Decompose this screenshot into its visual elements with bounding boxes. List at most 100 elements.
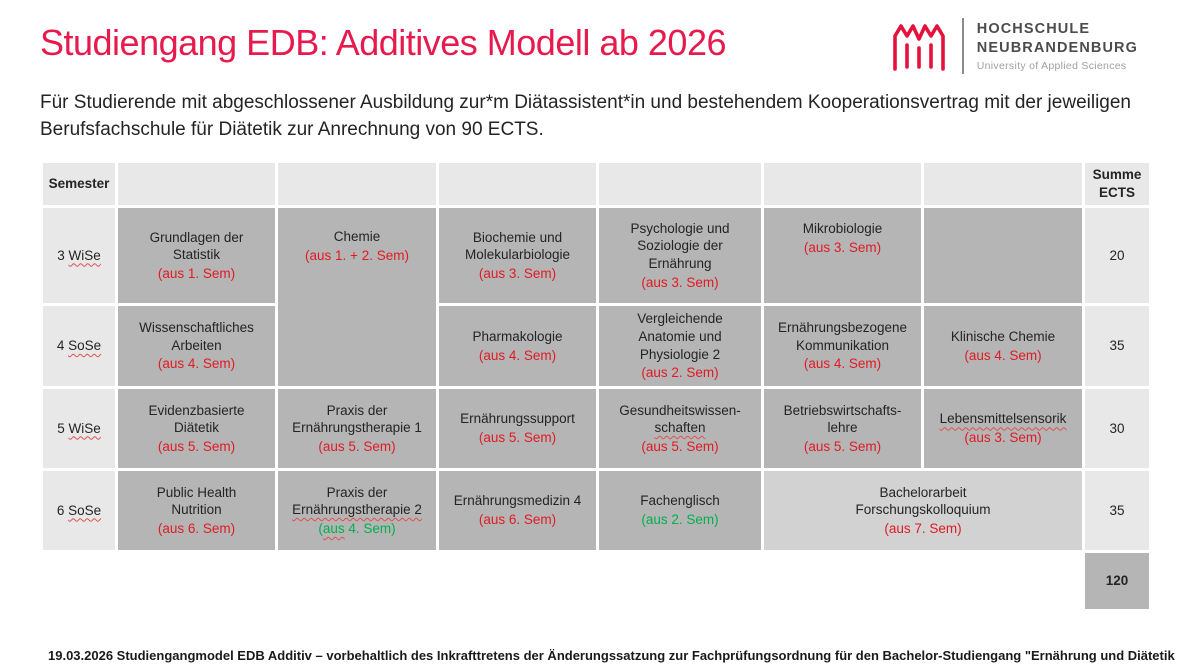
course-name-text: Physiologie 2 — [639, 346, 721, 362]
origin-note-text: (aus 6. Sem) — [478, 512, 557, 527]
subject-cell: Grundlagen der Statistik (aus 1. Sem) — [118, 208, 275, 303]
subject-cell: Lebensmittelsensorik (aus 3. Sem) — [924, 389, 1082, 468]
course-name-text: Psychologie und — [630, 220, 730, 236]
course-name-text: Mikrobiologie — [802, 221, 883, 236]
course-name-text: Vergleichende — [637, 311, 723, 327]
course-name-text: Ernährungssupport — [460, 411, 575, 427]
course-name-text: Klinische Chemie — [950, 328, 1056, 344]
subject-cell: Ernährungssupport (aus 5. Sem) — [439, 389, 596, 468]
course-name-text: Ernährungstherapie 1 — [292, 420, 422, 436]
header-empty-cell — [278, 163, 436, 205]
summe-ects-cell: 35 — [1085, 306, 1149, 386]
semester-row: 6 SoSe Public Health Nutrition (aus 6. Sem)… — [43, 471, 1149, 550]
subject-cell: Fachenglisch (aus 2. Sem) — [599, 471, 761, 550]
course-name-text: lehre — [827, 420, 858, 436]
course-origin-note: (aus 5. Sem) — [122, 438, 271, 456]
course-name-text: Diätetik — [173, 420, 219, 436]
semester-label: 6 — [56, 502, 69, 518]
subject-cell: Klinische Chemie (aus 4. Sem) — [924, 306, 1082, 386]
origin-note-text: (aus 5. Sem) — [641, 438, 719, 454]
subject-cell: Mikrobiologie (aus 3. Sem) — [764, 208, 921, 303]
course-origin-note: (aus 4. Sem) — [443, 347, 592, 365]
course-name-text: Grundlagen der — [149, 229, 244, 245]
course-name-line: Molekularbiologie — [443, 246, 592, 264]
course-origin-note: (aus 3. Sem) — [443, 265, 592, 283]
course-name-text: Forschungskolloquium — [855, 502, 991, 518]
course-name-line: Chemie — [282, 228, 432, 246]
course-name-line: Ernährungsmedizin 4 — [443, 492, 592, 510]
logo-name-line1: HOCHSCHULE — [976, 20, 1091, 37]
origin-note-text: (aus 1. + 2. Sem) — [305, 247, 409, 263]
subject-cell: Ernährungsbezogene Kommunikation (aus 4. S… — [764, 306, 921, 386]
course-name-text: Pharmakologie — [472, 328, 563, 344]
course-name-line: Klinische Chemie — [928, 328, 1078, 346]
summe-ects-cell: 35 — [1085, 471, 1149, 550]
course-origin-note: (aus 5. Sem) — [443, 429, 592, 447]
course-name-text: Evidenzbasierte — [148, 402, 245, 418]
course-name-text: Anatomie und — [638, 328, 722, 344]
origin-note-text: (aus 3. Sem) — [641, 274, 719, 290]
course-name-line: Anatomie und — [603, 328, 757, 346]
course-name-line: Gesundheitswissen- — [603, 402, 757, 420]
subject-cell: Bachelorarbeit Forschungskolloquium (aus 7… — [764, 471, 1082, 550]
header-empty-cell — [599, 163, 761, 205]
origin-note-text: (aus 7. Sem) — [884, 520, 962, 536]
header-empty-cell — [118, 163, 275, 205]
course-name-line: Praxis der — [282, 402, 432, 420]
total-row-spacer — [43, 553, 1082, 609]
semester-label: SoSe — [68, 502, 102, 518]
course-origin-note: (aus 4. Sem) — [122, 355, 271, 373]
slide-title: Studiengang EDB: Additives Modell ab 202… — [40, 22, 726, 63]
origin-note-text: (aus 5. Sem) — [478, 430, 557, 445]
subject-cell: Evidenzbasierte Diätetik (aus 5. Sem) — [118, 389, 275, 468]
empty-subject-cell — [924, 208, 1082, 303]
course-name-text: Ernährungsmedizin 4 — [453, 493, 582, 509]
course-origin-note: (aus 3. Sem) — [928, 429, 1078, 447]
course-origin-note: (aus 6. Sem) — [443, 511, 592, 529]
course-name-line: Ernährungstherapie 1 — [282, 419, 432, 437]
course-origin-note: (aus 2. Sem) — [603, 364, 757, 382]
logo-subtitle: University of Applied Sciences — [976, 60, 1127, 73]
origin-note-text: 4. Sem) — [344, 520, 396, 536]
course-name-text: Biochemie und — [472, 229, 563, 245]
course-name-text: Lebensmittelsensorik — [939, 411, 1067, 427]
course-name-line: Biochemie und — [443, 229, 592, 247]
course-name-line: Pharmakologie — [443, 328, 592, 346]
origin-note-text: (aus 3. Sem) — [803, 239, 882, 255]
course-name-text: Soziologie der — [637, 238, 723, 254]
origin-note-text: (aus 2. Sem) — [641, 512, 719, 527]
semester-row: 3 WiSe Grundlagen der Statistik (aus 1. Sem… — [43, 208, 1149, 386]
origin-note-text: (aus 2. Sem) — [641, 365, 719, 381]
course-name-line: Kommunikation — [768, 337, 917, 355]
course-name-text: Fachenglisch — [640, 493, 720, 509]
course-name-text: Wissenschaftliches — [139, 320, 254, 336]
subject-cell: Betriebswirtschafts-lehre (aus 5. Sem) — [764, 389, 921, 468]
course-origin-note: (aus 4. Sem) — [282, 520, 432, 538]
semester-cell: 5 WiSe — [43, 389, 115, 468]
header-empty-cell — [764, 163, 921, 205]
header-summe-cell: Summe ECTS — [1085, 163, 1149, 205]
course-name-line: Statistik — [122, 246, 271, 264]
course-name-line: Public Health — [122, 484, 271, 502]
subject-cell: Praxis der Ernährungstherapie 1 (aus 5. Se… — [278, 389, 436, 468]
summe-ects-cell: 20 — [1085, 208, 1149, 303]
origin-note-text: (aus 4. Sem) — [803, 356, 882, 372]
course-name-line: Lebensmittelsensorik — [928, 410, 1078, 428]
course-name-line: Vergleichende — [603, 310, 757, 328]
origin-note-text: (aus 5. Sem) — [157, 438, 236, 454]
subject-cell: Psychologie und Soziologie der Ernährung (a… — [599, 208, 761, 303]
study-plan-table: Semester Summe ECTS 3 WiSe Grundlagen der St… — [40, 160, 1152, 612]
semester-label: WiSe — [68, 420, 101, 436]
course-name-text: Gesundheitswissen- — [619, 402, 741, 418]
origin-note-text: ( — [318, 520, 323, 536]
course-name-line: Fachenglisch — [603, 492, 757, 510]
course-name-text: Praxis der — [326, 402, 388, 418]
course-name-line: Physiologie 2 — [603, 346, 757, 364]
semester-row: 5 WiSe Evidenzbasierte Diätetik (aus 5. Sem… — [43, 389, 1149, 468]
intro-paragraph: Für Studierende mit abgeschlossener Ausb… — [40, 92, 1131, 140]
course-name-text: Betriebswirtschafts- — [783, 402, 902, 418]
course-name-line: Psychologie und — [603, 220, 757, 238]
course-origin-note: (aus 1. Sem) — [122, 265, 271, 283]
header-semester-cell: Semester — [43, 163, 115, 205]
